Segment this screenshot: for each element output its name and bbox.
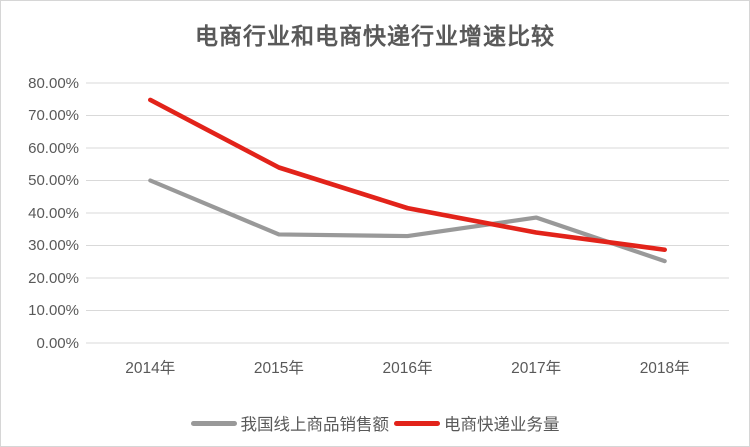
x-axis-label: 2016年: [382, 360, 433, 377]
y-axis-tick-label: 40.00%: [28, 204, 79, 222]
y-axis-tick-label: 30.00%: [28, 237, 79, 254]
series-line-0: [148, 178, 667, 264]
legend: 我国线上商品销售额 电商快递业务量: [1, 411, 749, 435]
y-axis-tick-label: 80.00%: [28, 74, 79, 92]
y-axis-tick-label: 70.00%: [28, 107, 79, 124]
legend-line-swatch: [394, 420, 440, 426]
x-axis-label: 2017年: [511, 360, 562, 377]
legend-label: 电商快递业务量: [444, 415, 560, 434]
legend-item-1: 电商快递业务量: [394, 411, 560, 435]
legend-line-swatch: [190, 420, 237, 426]
chart-title: 电商行业和电商快递行业增速比较: [195, 23, 555, 49]
y-axis-tick-label: 60.00%: [28, 139, 79, 157]
legend-item-0: 我国线上商品销售额: [190, 411, 390, 435]
x-axis-label: 2014年: [125, 360, 176, 377]
y-axis-tick-label: 0.00%: [36, 334, 79, 352]
y-axis-tick-label: 10.00%: [28, 302, 79, 319]
x-axis-label: 2015年: [253, 360, 304, 377]
y-axis-tick-label: 50.00%: [28, 172, 79, 189]
x-axis-label: 2018年: [639, 360, 690, 377]
y-axis-tick-label: 20.00%: [28, 269, 79, 287]
series-line-1: [148, 97, 668, 253]
legend-label: 我国线上商品销售额: [240, 415, 390, 434]
